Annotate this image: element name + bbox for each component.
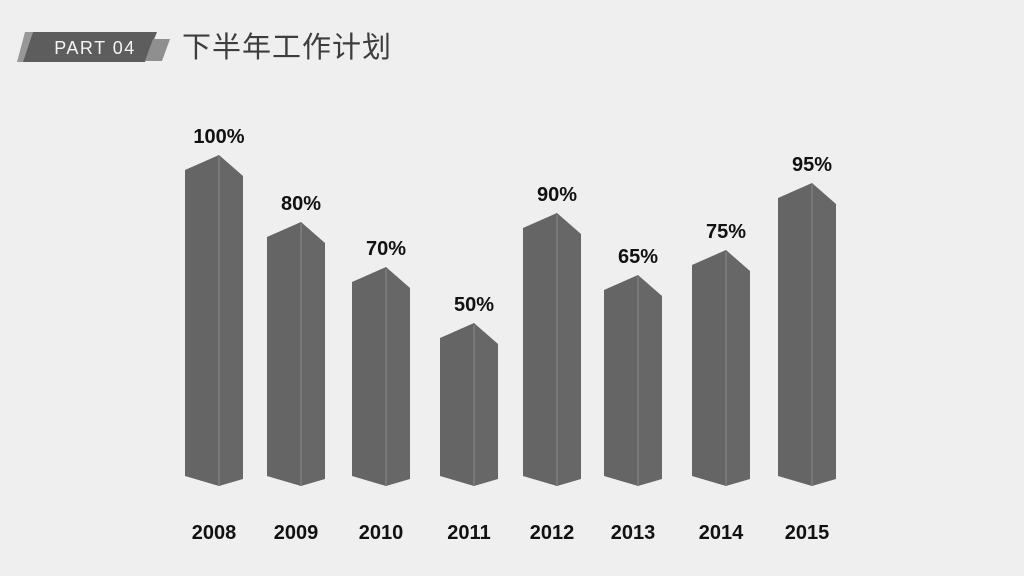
bar-right-face <box>301 222 325 486</box>
bar-right-face <box>726 250 750 486</box>
bar-3d-2014 <box>692 250 750 486</box>
x-axis-label-2013: 2013 <box>610 522 656 544</box>
bar-value-label-2009: 80% <box>280 193 322 215</box>
bar-right-face <box>557 213 581 486</box>
bar-left-face <box>267 222 301 486</box>
x-axis-label-2011: 2011 <box>447 522 491 544</box>
bar-3d-2010 <box>352 267 410 486</box>
x-axis-label-2012: 2012 <box>529 522 575 544</box>
bar-right-face <box>638 275 662 486</box>
bar-left-face <box>352 267 386 486</box>
bar-3d-2008 <box>185 155 243 486</box>
bar-left-face <box>778 183 812 486</box>
bar-value-label-2012: 90% <box>536 184 578 206</box>
accent-parallelogram <box>145 39 170 61</box>
bar-value-label-2008: 100% <box>193 126 245 148</box>
part-number-badge-label: PART 04 <box>54 38 136 58</box>
bar-value-label-2014: 75% <box>705 221 747 243</box>
bar-left-face <box>604 275 638 486</box>
bar-3d-2013 <box>604 275 662 486</box>
bar-3d-2012 <box>523 213 581 486</box>
bar-3d-2015 <box>778 183 836 486</box>
bar-right-face <box>474 323 498 486</box>
x-axis-label-2010: 2010 <box>358 522 404 544</box>
x-axis-label-2008: 2008 <box>191 522 237 544</box>
page-title: 下半年工作计划 <box>182 32 393 64</box>
bar-right-face <box>812 183 836 486</box>
bar-right-face <box>386 267 410 486</box>
bar-value-label-2013: 65% <box>617 246 659 268</box>
bar-chart <box>185 155 836 486</box>
bar-left-face <box>185 155 219 486</box>
part-badge-shape <box>23 32 157 62</box>
bar-value-label-2015: 95% <box>791 154 833 176</box>
bar-3d-2009 <box>267 222 325 486</box>
x-axis-label-2014: 2014 <box>698 522 744 544</box>
bar-left-face <box>523 213 557 486</box>
x-axis-label-2015: 2015 <box>784 522 830 544</box>
badge-sliver-shape <box>17 32 33 62</box>
bar-value-label-2011: 50% <box>453 294 495 316</box>
bar-value-label-2010: 70% <box>365 238 407 260</box>
bar-left-face <box>440 323 474 486</box>
bar-left-face <box>692 250 726 486</box>
bar-3d-2011 <box>440 323 498 486</box>
x-axis-label-2009: 2009 <box>273 522 319 544</box>
bar-right-face <box>219 155 243 486</box>
